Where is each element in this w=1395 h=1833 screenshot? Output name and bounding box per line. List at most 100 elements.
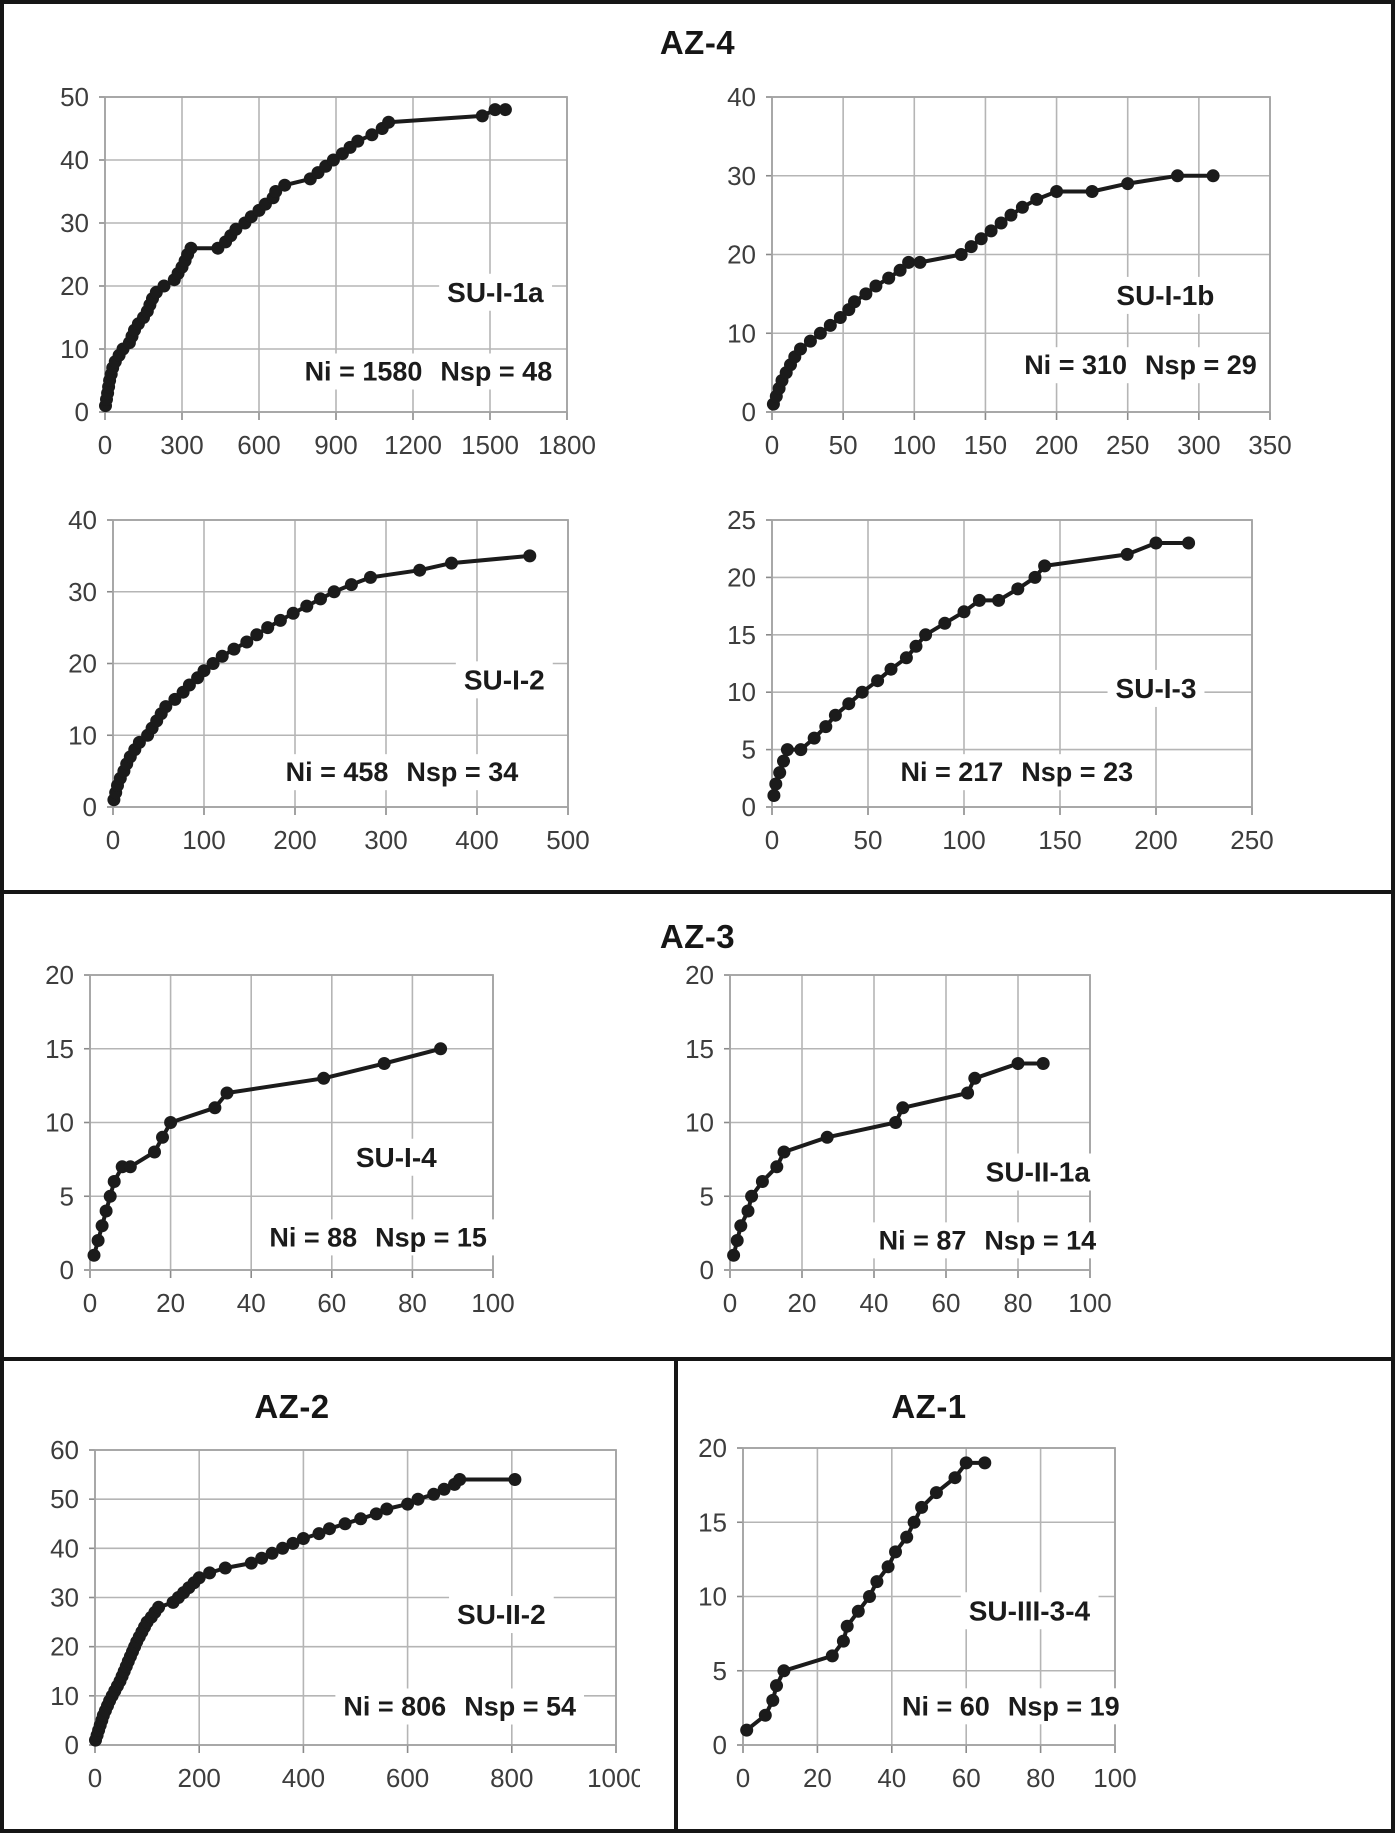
data-point — [770, 1679, 783, 1693]
data-point — [354, 1512, 368, 1526]
y-tick-label: 5 — [713, 1656, 727, 1686]
data-point — [766, 1693, 780, 1707]
annotation-nsp: Nsp = 23 — [1021, 757, 1133, 787]
annotation-ni: Ni = 60 — [902, 1691, 990, 1721]
data-point — [1004, 208, 1018, 222]
chart-label: SU-II-1a — [986, 1157, 1091, 1188]
data-point — [227, 642, 241, 656]
data-point — [745, 1189, 759, 1203]
data-point — [871, 674, 885, 688]
data-points — [727, 1057, 1050, 1262]
data-point — [907, 1515, 921, 1529]
data-point — [250, 628, 264, 642]
data-point — [794, 743, 808, 757]
y-tick-label: 0 — [713, 1730, 727, 1760]
y-tick-label: 50 — [50, 1484, 79, 1514]
data-point — [380, 1502, 394, 1516]
x-tick-label: 20 — [803, 1763, 832, 1793]
x-tick-label: 600 — [237, 430, 280, 460]
data-point — [902, 255, 916, 269]
data-point — [974, 232, 988, 246]
data-point — [401, 1497, 415, 1511]
x-tick-label: 1500 — [461, 430, 519, 460]
data-point — [365, 128, 379, 142]
data-point — [740, 1723, 754, 1737]
x-tick-label: 0 — [83, 1288, 97, 1318]
y-tick-label: 20 — [68, 649, 97, 679]
x-tick-label: 60 — [932, 1288, 961, 1318]
data-point — [164, 1116, 178, 1129]
axis-tick-labels: 0 100 200 300 400 500 0 10 20 30 40 — [68, 505, 590, 855]
data-point — [159, 700, 173, 714]
y-tick-label: 40 — [727, 82, 756, 112]
data-points — [107, 549, 537, 807]
data-point — [1011, 582, 1025, 596]
label-backdrop — [455, 661, 553, 699]
data-point — [813, 326, 827, 340]
axis-ticks — [89, 1449, 617, 1753]
label-backdrop — [347, 1138, 446, 1176]
y-tick-label: 0 — [60, 1255, 74, 1285]
axis-tick-labels: 0 20 40 60 80 100 0 5 10 15 20 — [698, 1433, 1137, 1793]
annotation-ni: Ni = 87 — [879, 1225, 967, 1255]
data-point — [859, 287, 873, 301]
data-point — [91, 1234, 105, 1247]
chart-label: SU-I-1a — [447, 277, 544, 308]
chart-annotation: Ni = 87 Nsp = 14 — [879, 1225, 1097, 1255]
data-point — [794, 342, 807, 356]
label-backdrop — [449, 1596, 554, 1634]
data-point — [107, 1175, 121, 1188]
label-backdrop — [1107, 669, 1205, 707]
axis-ticks — [737, 1447, 1116, 1753]
chart-canvas-su-i-4: 0 20 40 60 80 100 0 5 10 15 20 SU-I-4 Ni = 88 Nsp = 1… — [45, 960, 515, 1318]
axis-tick-labels: 0 200 400 600 800 1000 0 10 20 30 40 50 60 — [50, 1435, 645, 1793]
x-tick-label: 400 — [282, 1763, 325, 1793]
data-points — [87, 1042, 448, 1262]
label-backdrop — [335, 1688, 585, 1725]
data-point — [820, 1130, 834, 1144]
data-point — [780, 743, 794, 757]
x-tick-label: 0 — [98, 430, 112, 460]
data-point — [1036, 1057, 1050, 1070]
data-point — [803, 334, 817, 348]
x-tick-label: 50 — [829, 430, 858, 460]
data-point — [312, 1527, 326, 1541]
data-point — [954, 248, 968, 261]
data-point — [326, 153, 340, 167]
section-title-az4: AZ-4 — [659, 24, 736, 61]
data-point — [276, 1541, 290, 1555]
annotation-ni: Ni = 806 — [343, 1692, 446, 1722]
section-divider-az2-az1 — [674, 1361, 678, 1829]
x-tick-label: 100 — [1093, 1763, 1136, 1793]
axis-tick-labels: 0 20 40 60 80 100 0 5 10 15 20 — [685, 960, 1112, 1318]
y-tick-label: 30 — [727, 161, 756, 191]
data-point — [273, 613, 287, 627]
data-point — [437, 1482, 451, 1496]
data-points — [89, 1473, 522, 1747]
data-point — [215, 649, 229, 663]
data-point — [1011, 1057, 1025, 1070]
label-backdrop — [439, 273, 553, 311]
plot-border — [112, 519, 569, 808]
x-tick-label: 200 — [273, 825, 316, 855]
data-point — [900, 1530, 914, 1544]
chart-su-i-2: 0 100 200 300 400 500 0 10 20 30 40 SU-I-2 Ni = 458 N… — [25, 500, 600, 880]
data-point — [220, 1086, 234, 1100]
chart-canvas-su-iii-3-4: 0 20 40 60 80 100 0 5 10 15 20 SU-III-3-4 Ni = 60 Nsp… — [698, 1433, 1137, 1793]
chart-su-ii-2: 0 200 400 600 800 1000 0 10 20 30 40 50 60 SU-II-2 Ni … — [20, 1430, 645, 1825]
data-point — [95, 1219, 109, 1233]
x-tick-label: 200 — [1035, 430, 1078, 460]
data-point — [206, 657, 220, 670]
label-backdrop — [977, 1153, 1099, 1191]
data-point — [896, 1101, 910, 1115]
label-backdrop — [296, 353, 561, 390]
plot-border — [742, 1447, 1116, 1746]
y-tick-label: 10 — [45, 1108, 74, 1138]
data-point — [1085, 185, 1099, 198]
y-tick-label: 30 — [68, 577, 97, 607]
x-tick-label: 50 — [854, 825, 883, 855]
y-tick-label: 15 — [685, 1034, 714, 1064]
data-point — [364, 570, 377, 584]
data-point — [286, 1536, 300, 1550]
